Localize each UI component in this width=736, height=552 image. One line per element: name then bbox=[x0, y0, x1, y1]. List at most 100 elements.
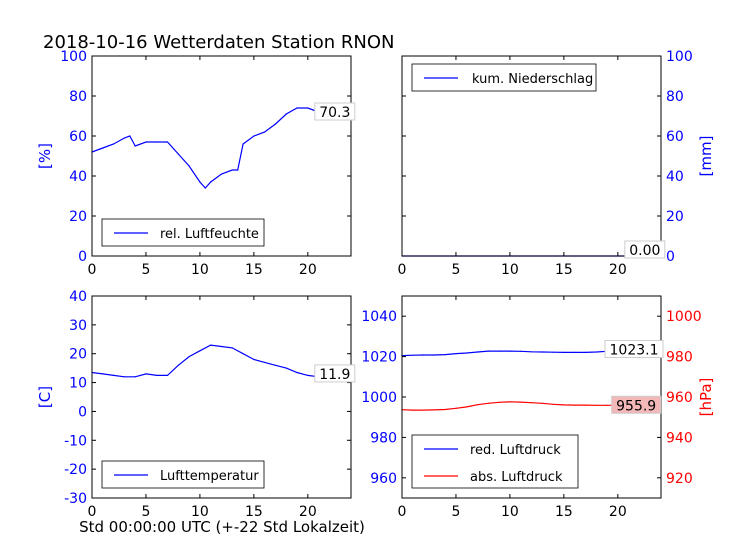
data-point-temperature-0-14 bbox=[242, 353, 244, 355]
data-point-humidity-0-9 bbox=[177, 153, 179, 155]
value-label-box-precipitation-0 bbox=[624, 240, 666, 259]
data-point-pressure-0-13 bbox=[541, 351, 543, 353]
figure-xlabel: Std 00:00:00 UTC (+-22 Std Lokalzeit) bbox=[79, 518, 365, 536]
y-tick-label-humidity-0: 0 bbox=[78, 249, 87, 265]
data-point-humidity-0-13 bbox=[210, 181, 212, 183]
data-point-pressure-1-1 bbox=[412, 409, 414, 411]
data-point-pressure-1-7 bbox=[476, 404, 479, 406]
x-tick-label-humidity-1: 5 bbox=[141, 262, 150, 278]
legend-label-pressure-0: red. Luftdruck bbox=[470, 443, 561, 458]
y-tick-label-temperature-6: 30 bbox=[69, 318, 87, 334]
y-tick-label-temperature-2: -10 bbox=[64, 433, 87, 449]
plot-frame-humidity bbox=[91, 55, 352, 257]
data-point-pressure-0-16 bbox=[574, 351, 576, 353]
data-point-temperature-0-9 bbox=[188, 356, 190, 358]
chart-panel-temperature: 0 5 10 15 20 -30 -20 -10 0 10 20 30 40 [C] Lufttempera… bbox=[36, 289, 356, 520]
value-label-box-humidity-0 bbox=[314, 102, 356, 121]
y-tick-label-precipitation-5: 100 bbox=[666, 49, 693, 65]
data-point-temperature-0-16 bbox=[264, 361, 266, 363]
y-tick-label-temperature-3: 0 bbox=[78, 404, 87, 420]
plot-frame-temperature bbox=[91, 295, 352, 499]
data-point-pressure-1-12 bbox=[530, 402, 533, 404]
data-point-pressure-0-9 bbox=[498, 350, 500, 352]
data-point-temperature-0-4 bbox=[134, 376, 136, 378]
data-point-temperature-0-6 bbox=[156, 374, 158, 376]
data-point-temperature-0-11 bbox=[210, 344, 212, 346]
data-point-pressure-0-10 bbox=[509, 350, 511, 352]
data-point-humidity-0-1 bbox=[102, 147, 104, 149]
data-point-temperature-0-3 bbox=[123, 376, 125, 378]
data-point-pressure-0-8 bbox=[487, 350, 489, 352]
data-point-humidity-0-21 bbox=[285, 113, 287, 115]
x-tick-label-precipitation-2: 10 bbox=[501, 262, 519, 278]
y-tick-label-precipitation-0: 0 bbox=[666, 249, 675, 265]
series-line-humidity-0 bbox=[91, 107, 351, 189]
data-point-humidity-0-14 bbox=[220, 173, 223, 175]
x-tick-label-temperature-3: 15 bbox=[245, 504, 263, 520]
data-point-pressure-0-4 bbox=[444, 354, 446, 356]
data-point-humidity-0-12 bbox=[204, 187, 206, 189]
x-tick-label-temperature-4: 20 bbox=[299, 504, 317, 520]
data-point-pressure-1-2 bbox=[423, 409, 425, 411]
plot-frame-precipitation bbox=[401, 55, 662, 257]
y-axis-label-temperature: [C] bbox=[36, 386, 54, 408]
data-point-humidity-0-22 bbox=[296, 107, 298, 109]
data-point-pressure-1-14 bbox=[552, 403, 554, 405]
x-tick-label-precipitation-3: 15 bbox=[555, 262, 573, 278]
y-right-tick-label-pressure-1: 940 bbox=[666, 430, 693, 446]
x-tick-label-temperature-1: 5 bbox=[141, 504, 150, 520]
data-point-pressure-0-18 bbox=[595, 351, 597, 353]
y-tick-label-temperature-1: -20 bbox=[64, 462, 87, 478]
data-point-humidity-0-4 bbox=[129, 135, 131, 137]
data-point-pressure-0-12 bbox=[530, 351, 533, 353]
value-label-box-pressure-0 bbox=[604, 340, 664, 359]
y-tick-label-pressure-2: 1000 bbox=[361, 390, 397, 406]
series-line-temperature-0 bbox=[91, 344, 351, 378]
y-tick-label-pressure-4: 1040 bbox=[361, 309, 397, 325]
data-point-pressure-1-15 bbox=[563, 404, 565, 406]
data-point-pressure-0-2 bbox=[423, 354, 425, 356]
data-point-temperature-0-2 bbox=[113, 374, 115, 376]
data-point-pressure-0-7 bbox=[476, 351, 479, 353]
data-point-pressure-0-1 bbox=[412, 354, 414, 356]
legend-box-pressure bbox=[411, 434, 579, 489]
data-point-temperature-0-15 bbox=[253, 358, 255, 361]
y-tick-label-pressure-0: 960 bbox=[370, 471, 397, 487]
data-point-temperature-0-17 bbox=[274, 364, 277, 366]
data-point-temperature-0-8 bbox=[177, 364, 179, 366]
value-label-humidity-0: 70.3 bbox=[319, 105, 350, 121]
legend-label-precipitation-0: kum. Niederschlag bbox=[472, 72, 593, 87]
value-label-pressure-0: 1023.1 bbox=[610, 343, 659, 359]
data-point-pressure-0-11 bbox=[520, 350, 522, 352]
y-right-tick-label-pressure-2: 960 bbox=[666, 390, 693, 406]
y-tick-label-precipitation-4: 80 bbox=[666, 89, 684, 105]
y-tick-label-precipitation-3: 60 bbox=[666, 129, 684, 145]
data-point-temperature-0-5 bbox=[145, 373, 147, 375]
x-tick-label-pressure-4: 20 bbox=[609, 504, 627, 520]
x-tick-label-humidity-3: 15 bbox=[245, 262, 263, 278]
data-point-humidity-0-5 bbox=[134, 145, 136, 147]
data-point-humidity-0-20 bbox=[274, 123, 277, 125]
y-tick-label-temperature-7: 40 bbox=[69, 289, 87, 305]
data-point-pressure-1-4 bbox=[444, 408, 446, 411]
data-point-temperature-0-12 bbox=[220, 345, 223, 348]
data-point-humidity-0-11 bbox=[199, 181, 201, 183]
y-tick-label-pressure-1: 980 bbox=[370, 430, 397, 446]
value-label-box-temperature-0 bbox=[314, 364, 356, 383]
data-point-humidity-0-3 bbox=[123, 137, 125, 139]
data-point-pressure-1-16 bbox=[574, 404, 576, 406]
data-point-humidity-0-16 bbox=[237, 169, 239, 171]
data-point-temperature-0-10 bbox=[199, 350, 201, 352]
data-point-temperature-0-18 bbox=[285, 367, 287, 369]
y-tick-label-precipitation-2: 40 bbox=[666, 169, 684, 185]
data-point-pressure-0-14 bbox=[552, 351, 554, 353]
value-label-box-pressure-1 bbox=[611, 395, 662, 414]
value-label-pressure-1: 955.9 bbox=[616, 398, 656, 414]
chart-panel-precipitation: 0 5 10 15 20 0 20 40 60 80 100 [mm] kum. Niederschla… bbox=[398, 49, 715, 278]
data-point-pressure-0-17 bbox=[584, 351, 587, 353]
x-tick-label-humidity-4: 20 bbox=[299, 262, 317, 278]
data-point-temperature-0-1 bbox=[102, 373, 104, 375]
data-point-pressure-1-8 bbox=[487, 402, 489, 404]
